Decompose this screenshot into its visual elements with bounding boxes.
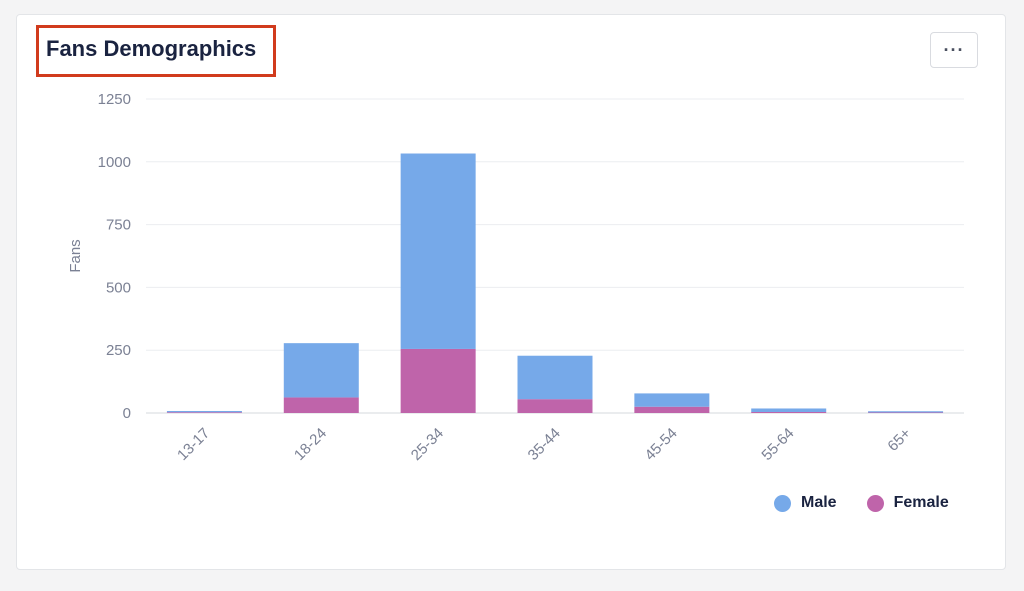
y-tick-label: 0 xyxy=(123,405,131,422)
x-tick-label: 65+ xyxy=(884,425,914,455)
x-tick-label: 25-34 xyxy=(408,425,447,464)
bar-female xyxy=(868,412,944,413)
male-swatch-icon xyxy=(774,494,791,512)
y-tick-label: 1000 xyxy=(98,154,131,171)
y-tick-label: 750 xyxy=(106,217,131,234)
legend-label-male: Male xyxy=(801,494,837,511)
legend-item-male[interactable]: Male xyxy=(774,494,837,512)
x-tick-label: 35-44 xyxy=(525,425,564,464)
y-tick-label: 250 xyxy=(106,342,131,359)
x-tick-label: 45-54 xyxy=(642,425,681,464)
chart-card xyxy=(16,14,1006,570)
bar-female xyxy=(517,399,593,413)
chart-title: Fans Demographics xyxy=(46,36,257,61)
bar-male xyxy=(283,343,359,398)
more-options-button[interactable]: ··· xyxy=(930,32,978,68)
bar-female xyxy=(751,411,827,413)
legend-item-female[interactable]: Female xyxy=(866,494,949,512)
bar-male xyxy=(868,411,944,413)
bar-male xyxy=(400,153,476,349)
y-tick-label: 500 xyxy=(106,279,131,296)
x-tick-label: 13-17 xyxy=(174,425,213,464)
legend: Male Female xyxy=(774,494,949,512)
female-swatch-icon xyxy=(866,494,884,512)
bar-male xyxy=(517,355,593,400)
bar-female xyxy=(634,406,710,413)
bar-male xyxy=(751,408,827,412)
bar-male xyxy=(166,410,242,413)
y-axis-label: Fans xyxy=(67,239,84,272)
y-tick-label: 1250 xyxy=(98,91,131,108)
x-tick-label: 18-24 xyxy=(291,425,330,464)
bar-male xyxy=(634,393,710,407)
bar-female xyxy=(400,348,476,413)
bar-female xyxy=(283,397,359,413)
legend-label-female: Female xyxy=(893,494,949,511)
title-highlight-box xyxy=(36,25,276,77)
bar-female xyxy=(166,412,242,413)
x-tick-label: 55-64 xyxy=(758,425,797,464)
